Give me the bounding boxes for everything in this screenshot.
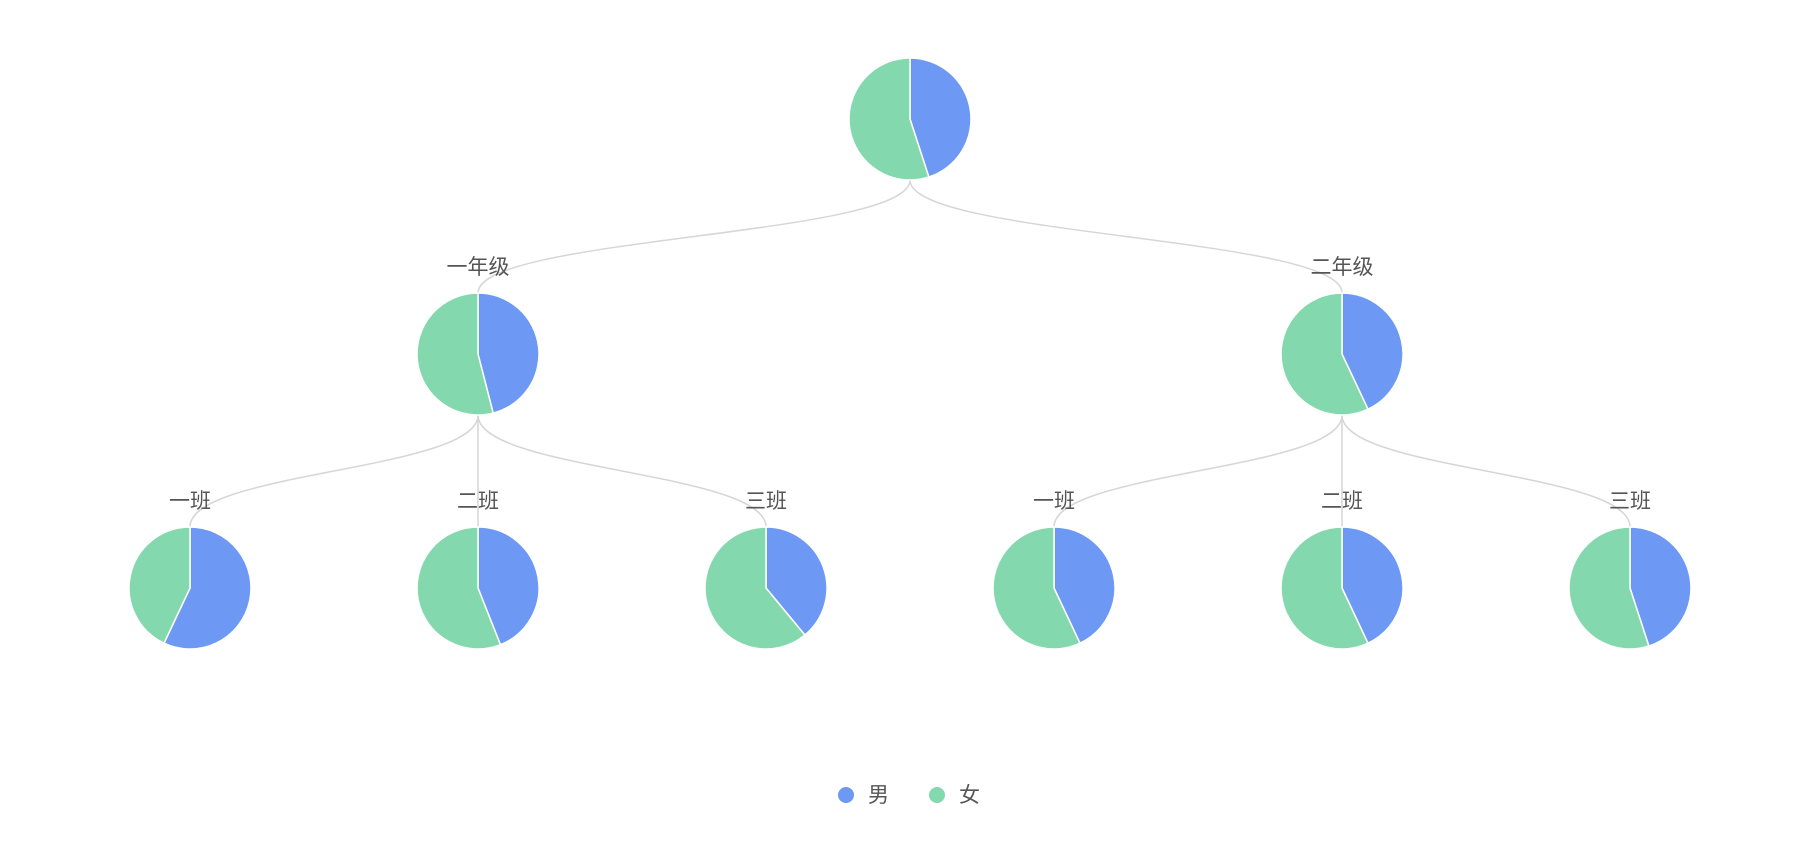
- pie-slice-female[interactable]: [1280, 292, 1369, 416]
- pie-slice-female[interactable]: [416, 292, 494, 416]
- pie-node[interactable]: 三班: [1568, 489, 1692, 650]
- pie-slice-female[interactable]: [704, 526, 806, 650]
- pie-slice-male[interactable]: [909, 57, 972, 178]
- pie-slice-male[interactable]: [1053, 526, 1116, 644]
- pie-slice-male[interactable]: [477, 292, 540, 414]
- node-label: 三班: [745, 489, 787, 513]
- tree-edge: [909, 179, 1343, 294]
- pie-slice-male[interactable]: [1341, 292, 1404, 410]
- pie-node[interactable]: 二班: [416, 489, 540, 650]
- pie-node[interactable]: 一班: [128, 489, 252, 650]
- node-label: 一班: [1033, 489, 1075, 513]
- tree-edge: [1053, 414, 1343, 528]
- node-label: 二班: [1321, 489, 1363, 513]
- pie-node[interactable]: 二年级: [1280, 255, 1404, 416]
- node-label: 一班: [169, 489, 211, 513]
- tree-edge: [477, 414, 767, 528]
- legend-marker-male[interactable]: [838, 787, 854, 803]
- legend-marker-female[interactable]: [929, 787, 945, 803]
- pie-slice-female[interactable]: [128, 526, 191, 644]
- pie-slice-male[interactable]: [477, 526, 540, 646]
- pie-slice-female[interactable]: [848, 57, 930, 181]
- pie-slice-male[interactable]: [1629, 526, 1692, 647]
- node-label: 二年级: [1311, 255, 1374, 279]
- pie-node[interactable]: 二班: [1280, 489, 1404, 650]
- pie-slice-male[interactable]: [765, 526, 828, 636]
- pie-slice-female[interactable]: [1568, 526, 1650, 650]
- pie-slice-female[interactable]: [992, 526, 1081, 650]
- pie-node[interactable]: 三班: [704, 489, 828, 650]
- tree-edges: [189, 179, 1631, 528]
- legend: 男 女: [838, 783, 980, 807]
- legend-label-male[interactable]: 男: [868, 783, 889, 807]
- tree-edge: [189, 414, 479, 528]
- pie-node[interactable]: 一班: [992, 489, 1116, 650]
- tree-edge: [477, 179, 911, 294]
- tree-edge: [1341, 414, 1631, 528]
- node-label: 二班: [457, 489, 499, 513]
- pie-slice-male[interactable]: [163, 526, 252, 650]
- node-label: 三班: [1609, 489, 1651, 513]
- pie-slice-female[interactable]: [1280, 526, 1369, 650]
- legend-label-female[interactable]: 女: [959, 783, 980, 807]
- pie-slice-female[interactable]: [416, 526, 502, 650]
- pie-node[interactable]: [848, 57, 972, 181]
- pie-node[interactable]: 一年级: [416, 255, 540, 416]
- pie-slice-male[interactable]: [1341, 526, 1404, 644]
- node-label: 一年级: [447, 255, 510, 279]
